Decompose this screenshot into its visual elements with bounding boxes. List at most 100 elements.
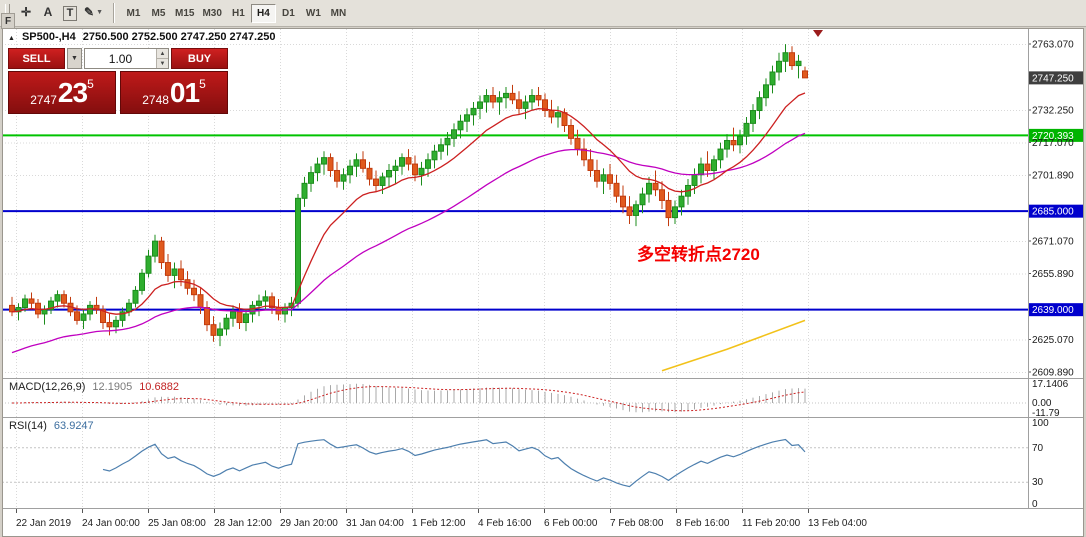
dock-tab-f[interactable]: F [1, 13, 15, 29]
timeframe-button-M1[interactable]: M1 [121, 4, 146, 23]
svg-text:7 Feb 08:00: 7 Feb 08:00 [610, 518, 664, 529]
chart-title: ▲ SP500-,H4 2750.500 2752.500 2747.250 2… [8, 31, 275, 43]
svg-text:2720.393: 2720.393 [1032, 131, 1074, 142]
svg-text:8 Feb 16:00: 8 Feb 16:00 [676, 518, 730, 529]
svg-text:0.00: 0.00 [1032, 398, 1052, 409]
bid-price-main: 23 [57, 76, 88, 108]
svg-text:24 Jan 00:00: 24 Jan 00:00 [82, 518, 140, 529]
svg-text:6 Feb 00:00: 6 Feb 00:00 [544, 518, 598, 529]
ma-slow-line [11, 132, 806, 354]
svg-text:2732.250: 2732.250 [1032, 105, 1074, 116]
toolbar-separator [113, 3, 114, 23]
chart-annotation-text: 多空转折点2720 [637, 245, 760, 264]
buy-button[interactable]: BUY [171, 48, 228, 69]
price-axis[interactable]: 2763.070 2747.250 2732.250 2720.3932717.070… [1028, 40, 1083, 379]
svg-text:30: 30 [1032, 477, 1044, 488]
macd-panel[interactable]: 17.1406 0.00-11.79 [2, 379, 1069, 419]
sell-button[interactable]: SELL [8, 48, 65, 69]
timeframe-button-H4[interactable]: H4 [250, 4, 276, 23]
timeframe-button-M5[interactable]: M5 [146, 4, 171, 23]
text-icon: T [62, 6, 78, 22]
buy-price-panel[interactable]: 2748 01 5 [120, 71, 228, 114]
svg-text:2655.890: 2655.890 [1032, 269, 1074, 280]
level-price-tag [1029, 204, 1083, 218]
chevron-down-icon: ▼ [71, 55, 78, 62]
rsi-name-label: RSI(14) [9, 420, 47, 432]
macd-header: MACD(12,26,9) 12.1905 10.6882 [9, 381, 179, 393]
svg-text:2671.070: 2671.070 [1032, 236, 1074, 247]
rsi-header: RSI(14) 63.9247 [9, 420, 94, 432]
ask-price-sup: 5 [199, 77, 206, 91]
svg-text:4 Feb 16:00: 4 Feb 16:00 [478, 518, 532, 529]
svg-text:100: 100 [1032, 418, 1049, 429]
drawing-tool-button[interactable]: ✎ ▼ [81, 2, 106, 22]
macd-signal-line [12, 386, 806, 412]
timeframe-button-W1[interactable]: W1 [301, 4, 326, 23]
volume-spinner: ▲ ▼ [155, 49, 168, 68]
svg-text:29 Jan 20:00: 29 Jan 20:00 [280, 518, 338, 529]
yellow-trendline[interactable] [661, 319, 806, 372]
svg-text:13 Feb 04:00: 13 Feb 04:00 [808, 518, 867, 529]
svg-text:2717.070: 2717.070 [1032, 138, 1074, 149]
chart-shift-marker-icon[interactable] [813, 30, 823, 37]
svg-text:11 Feb 20:00: 11 Feb 20:00 [742, 518, 801, 529]
tool-button-group: ✛ A T ✎ ▼ [15, 2, 106, 24]
chart-window: 17.1406 0.00 -11.79 100 70 30 0 2763.070 2747.25… [2, 28, 1084, 537]
ask-price-prefix: 2748 [142, 93, 169, 107]
cursor-tool-button[interactable]: ✛ [15, 2, 37, 22]
sell-price-panel[interactable]: 2747 23 5 [8, 71, 116, 114]
macd-main-value: 12.1905 [92, 381, 133, 393]
timeframe-button-H1[interactable]: H1 [226, 4, 251, 23]
svg-text:17.1406: 17.1406 [1032, 379, 1069, 390]
macd-name-label: MACD(12,26,9) [9, 381, 86, 393]
svg-text:2685.000: 2685.000 [1032, 207, 1074, 218]
svg-text:25 Jan 08:00: 25 Jan 08:00 [148, 518, 206, 529]
svg-text:2763.070: 2763.070 [1032, 40, 1074, 51]
time-axis[interactable]: 22 Jan 2019 24 Jan 00:00 25 Jan 08:00 28 Ja… [16, 509, 867, 529]
svg-text:2747.250: 2747.250 [1032, 73, 1074, 84]
candlesticks [9, 44, 808, 347]
volume-box: ▲ ▼ [84, 48, 169, 69]
macd-signal-value: 10.6882 [139, 381, 179, 393]
cursor-icon: ✛ [20, 5, 32, 20]
top-toolbar: ✛ A T ✎ ▼ M1 M5 M15 M30 H1 H4 D1 W1 MN [0, 0, 1086, 27]
text-tool-button[interactable]: T [59, 4, 81, 24]
svg-text:28 Jan 12:00: 28 Jan 12:00 [214, 518, 272, 529]
svg-text:2609.890: 2609.890 [1032, 368, 1074, 379]
svg-text:22 Jan 2019: 22 Jan 2019 [16, 518, 71, 529]
svg-text:-11.79: -11.79 [1032, 408, 1060, 419]
svg-text:0: 0 [1032, 499, 1038, 510]
volume-increase-button[interactable]: ▲ [156, 49, 168, 58]
level-price-tag [1029, 128, 1083, 142]
rsi-line [102, 438, 806, 488]
ask-price-main: 01 [169, 76, 200, 108]
trade-controls-row: SELL ▼ ▲ ▼ BUY [8, 48, 228, 69]
main-chart-plot[interactable] [2, 44, 1028, 372]
bid-price-prefix: 2747 [30, 93, 57, 107]
drawing-icon: ✎ [84, 5, 95, 20]
timeframe-button-MN[interactable]: MN [326, 4, 351, 23]
timeframe-button-M15[interactable]: M15 [171, 4, 198, 23]
text-label-tool-button[interactable]: A [37, 2, 59, 22]
timeframe-button-D1[interactable]: D1 [276, 4, 301, 23]
rsi-panel[interactable]: 100 70 30 0 [2, 418, 1049, 510]
svg-text:2639.000: 2639.000 [1032, 305, 1074, 316]
volume-dropdown-button[interactable]: ▼ [67, 48, 82, 69]
ma-fast-line [11, 92, 806, 315]
macd-histogram [18, 383, 806, 413]
volume-input[interactable] [85, 49, 156, 68]
timeframe-button-M30[interactable]: M30 [198, 4, 225, 23]
rsi-value: 63.9247 [53, 420, 94, 432]
volume-decrease-button[interactable]: ▼ [156, 58, 168, 68]
svg-text:2625.070: 2625.070 [1032, 335, 1074, 346]
timeframe-button-group: M1 M5 M15 M30 H1 H4 D1 W1 MN [121, 3, 351, 23]
chart-symbol-label: SP500-,H4 [21, 31, 76, 43]
collapse-triangle-icon: ▲ [8, 35, 15, 42]
svg-text:2701.890: 2701.890 [1032, 171, 1074, 182]
svg-text:1 Feb 12:00: 1 Feb 12:00 [412, 518, 466, 529]
level-price-tag [1029, 303, 1083, 317]
current-price-tag [1029, 71, 1083, 85]
